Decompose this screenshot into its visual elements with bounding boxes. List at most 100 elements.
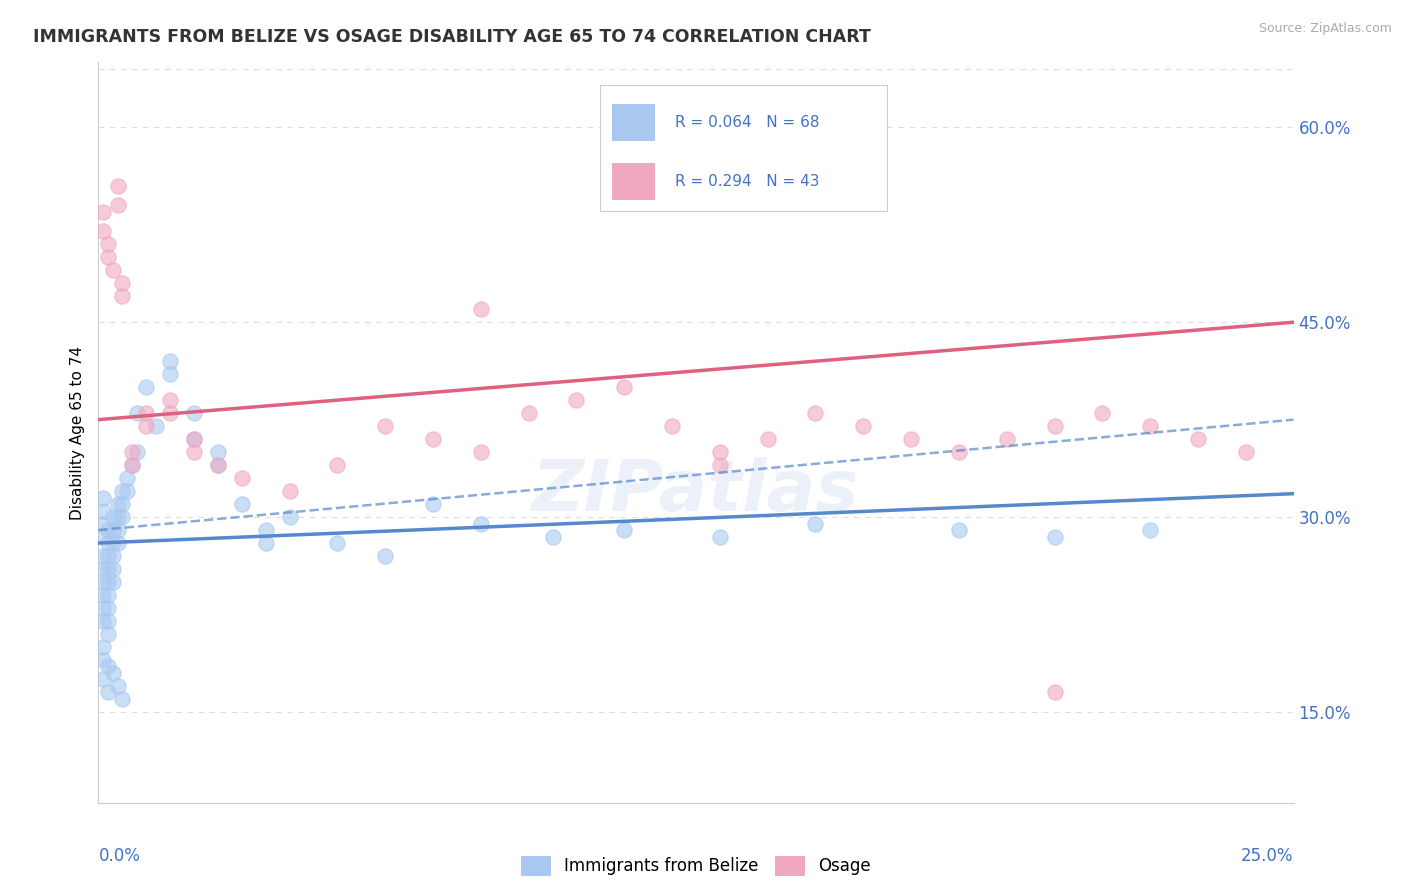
Point [183, 445, 205, 459]
Point [207, 458, 229, 472]
Point [101, 665, 124, 680]
Point [661, 419, 683, 434]
Point [97, 250, 120, 264]
Text: ZIPatlas: ZIPatlas [533, 458, 859, 526]
Point [159, 354, 181, 368]
Point [97, 685, 120, 699]
Point [326, 536, 349, 550]
Point [97, 659, 120, 673]
Point [115, 484, 138, 499]
Point [254, 523, 277, 537]
Text: IMMIGRANTS FROM BELIZE VS OSAGE DISABILITY AGE 65 TO 74 CORRELATION CHART: IMMIGRANTS FROM BELIZE VS OSAGE DISABILI… [32, 28, 870, 45]
Point [804, 516, 827, 531]
Point [125, 445, 148, 459]
Point [207, 458, 229, 472]
Point [207, 445, 229, 459]
Point [97, 523, 120, 537]
Point [97, 614, 120, 628]
Point [278, 484, 301, 499]
Point [101, 562, 124, 576]
Point [91, 673, 114, 687]
Point [107, 510, 129, 524]
Text: 25.0%: 25.0% [1241, 847, 1294, 865]
Point [111, 510, 134, 524]
Point [121, 458, 143, 472]
Text: 0.0%: 0.0% [98, 847, 141, 865]
Y-axis label: Disability Age 65 to 74: Disability Age 65 to 74 [69, 345, 84, 520]
Point [91, 549, 114, 563]
Point [91, 640, 114, 654]
Point [101, 536, 124, 550]
Point [231, 471, 253, 485]
Point [97, 574, 120, 589]
Point [159, 406, 181, 420]
Point [852, 419, 875, 434]
Point [91, 574, 114, 589]
Point [1187, 432, 1209, 446]
Point [470, 302, 492, 317]
Point [1234, 445, 1257, 459]
Point [107, 497, 129, 511]
Text: Source: ZipAtlas.com: Source: ZipAtlas.com [1258, 22, 1392, 36]
Point [254, 536, 277, 550]
Point [613, 380, 636, 394]
Point [101, 263, 124, 277]
Point [709, 445, 731, 459]
Point [97, 601, 120, 615]
Point [1043, 419, 1066, 434]
Point [101, 549, 124, 563]
Point [541, 529, 564, 543]
Point [948, 445, 970, 459]
Point [422, 497, 444, 511]
Point [374, 419, 396, 434]
Point [101, 574, 124, 589]
Point [101, 523, 124, 537]
Point [107, 523, 129, 537]
Point [422, 432, 444, 446]
Point [91, 224, 114, 238]
Point [101, 510, 124, 524]
Point [97, 237, 120, 252]
Point [91, 562, 114, 576]
Point [91, 516, 114, 531]
Point [231, 497, 253, 511]
Point [565, 393, 588, 408]
Point [135, 380, 157, 394]
Point [183, 406, 205, 420]
Point [107, 679, 129, 693]
Point [709, 529, 731, 543]
Point [107, 178, 129, 193]
Point [1043, 685, 1066, 699]
Point [121, 445, 143, 459]
Point [470, 445, 492, 459]
Point [1139, 419, 1161, 434]
Point [183, 432, 205, 446]
Point [97, 588, 120, 602]
Point [756, 432, 779, 446]
Point [91, 653, 114, 667]
Point [97, 562, 120, 576]
Point [111, 497, 134, 511]
Point [804, 406, 827, 420]
Point [159, 393, 181, 408]
Point [135, 406, 157, 420]
Point [1139, 523, 1161, 537]
Point [278, 510, 301, 524]
Point [91, 588, 114, 602]
Point [91, 529, 114, 543]
Point [1091, 406, 1114, 420]
Point [1043, 529, 1066, 543]
Point [145, 419, 167, 434]
Point [97, 549, 120, 563]
Point [121, 458, 143, 472]
Point [97, 627, 120, 641]
Point [91, 503, 114, 517]
Point [183, 432, 205, 446]
Point [91, 601, 114, 615]
Point [91, 614, 114, 628]
Point [159, 367, 181, 381]
Point [135, 419, 157, 434]
Point [470, 516, 492, 531]
Point [111, 277, 134, 291]
Point [995, 432, 1018, 446]
